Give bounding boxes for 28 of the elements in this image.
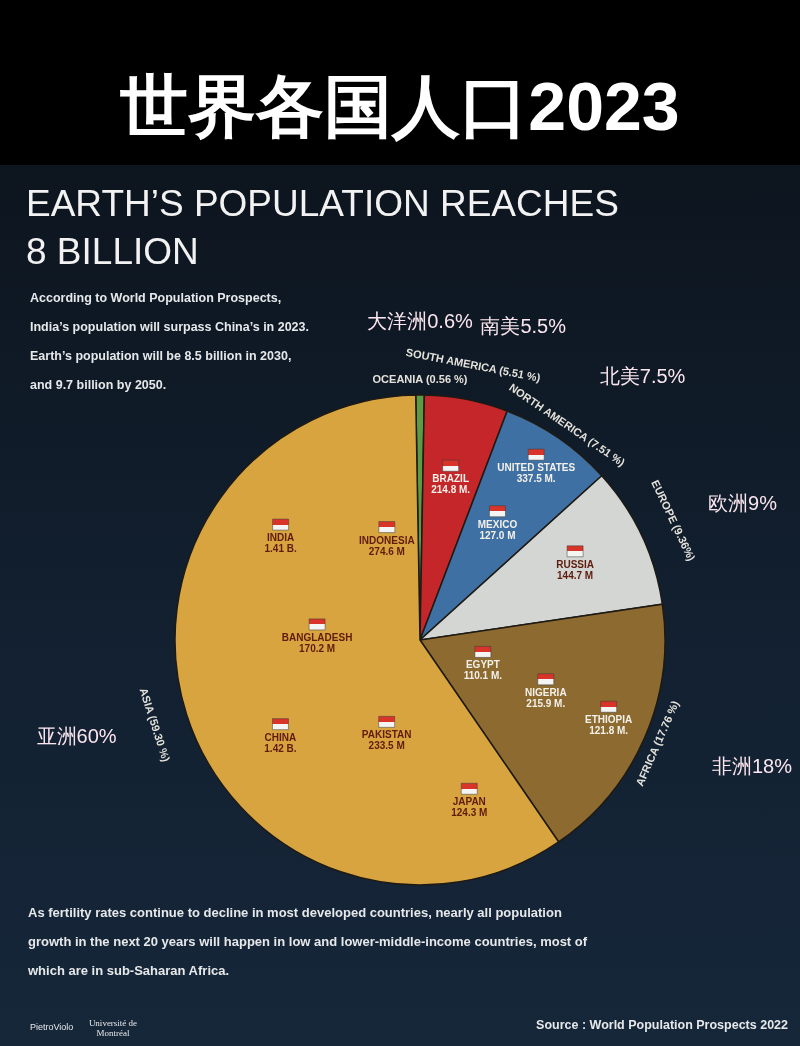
data-label: 亚洲60% (36, 725, 117, 748)
data-label: 北美7.5% (599, 365, 686, 388)
text: MEXICO 127.0 M (477, 518, 518, 541)
data-label: 非洲18% (711, 755, 793, 778)
data-label: 大洋洲0.6% (367, 309, 474, 332)
text: BANGLADESH 170.2 M (281, 631, 353, 654)
text: PietroViolo (30, 1022, 74, 1032)
chart-subtitle: EARTH’S POPULATION REACHES 8 BILLION (26, 182, 620, 274)
slice-label: ASIA (59.30 %) (137, 686, 173, 764)
text: CHINA 1.42 B. (264, 731, 297, 754)
source-note: Source : World Population Prospects 2022 (536, 1018, 788, 1032)
chart-title: 世界各国人口2023 (119, 67, 681, 146)
text: BRAZIL 214.8 M. (431, 473, 471, 496)
data-label: 南美5.5% (480, 315, 567, 338)
text: According to World Population Prospects, India’s population will surpass China’s in 2023. Earth’s population will be 8.5 billion in 2030, and 9.7 billion by 2050. (30, 291, 309, 392)
text: INDIA 1.41 B. (264, 532, 297, 555)
data-label: 欧洲9% (708, 492, 778, 515)
text: NIGERIA 215.9 M. (524, 686, 567, 709)
text: RUSSIA 144.7 M (556, 558, 594, 581)
text: As fertility rates continue to decline in most developed countries, nearly all population growth in the next 20 years will happen in low and lower-middle-income countries, most of which are in sub-Saharan Africa. (28, 904, 588, 980)
text: ETHIOPIA 121.8 M. (585, 714, 633, 737)
text: EGYPT 110.1 M. (463, 659, 503, 682)
text: JAPAN 124.3 M (451, 796, 488, 819)
text: INDONESIA 274.6 M (359, 534, 415, 557)
text: PAKISTAN 233.5 M (361, 729, 412, 752)
text: Université de Montréal (87, 1018, 139, 1038)
text: UNITED STATES 337.5 M. (497, 462, 576, 485)
slice-label: OCEANIA (0.56 %) (372, 373, 468, 386)
